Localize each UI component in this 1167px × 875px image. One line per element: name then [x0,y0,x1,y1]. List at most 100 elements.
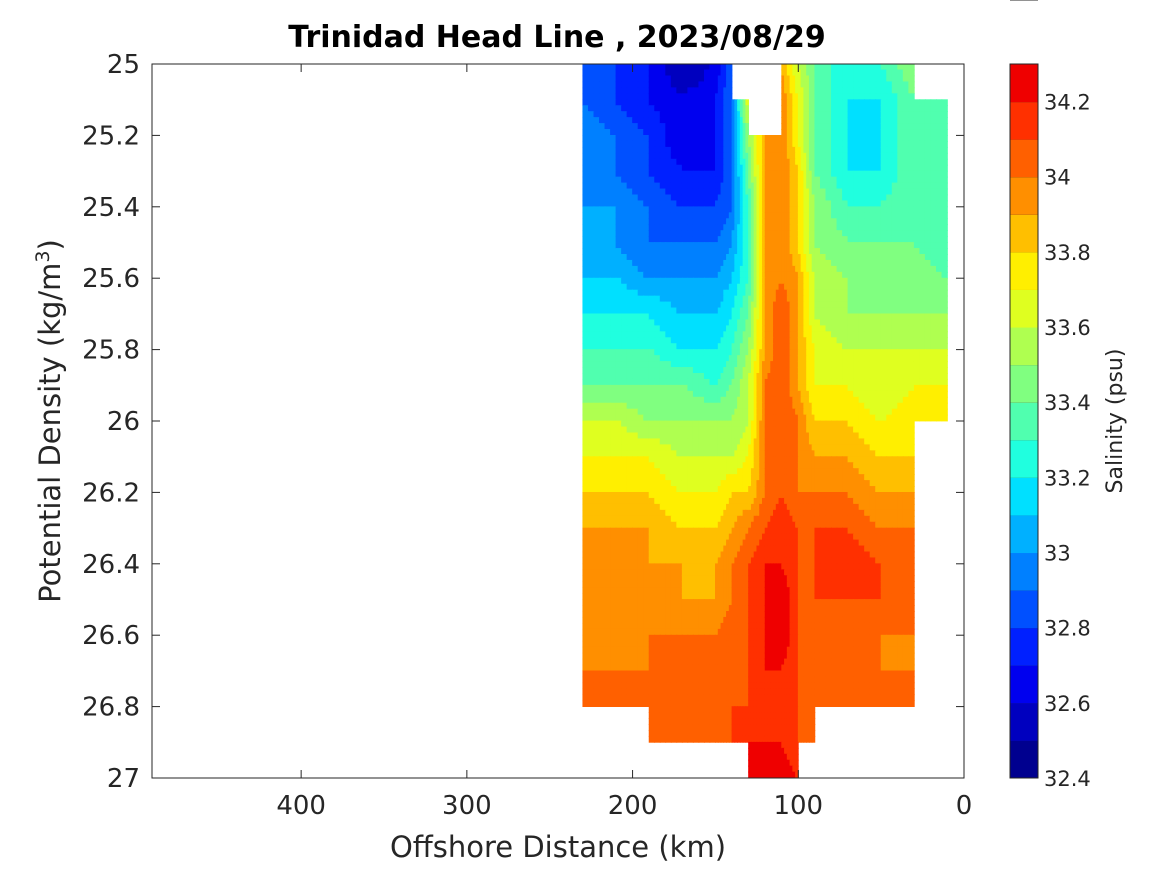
salinity-patch [814,224,821,231]
data-cell [814,63,849,101]
salinity-patch [715,337,719,345]
data-cell [880,170,915,208]
salinity-patch [643,325,650,333]
salinity-patch [593,420,600,428]
salinity-patch [808,182,813,190]
salinity-patch [756,254,761,261]
salinity-patch [784,265,788,273]
salinity-patch [764,283,769,291]
salinity-patch [604,319,611,327]
salinity-patch [789,188,794,196]
salinity-patch [626,337,633,345]
salinity-patch [709,373,716,380]
salinity-patch [880,343,888,350]
salinity-patch [604,81,611,89]
salinity-patch [599,218,606,226]
salinity-patch [891,325,899,333]
salinity-patch [908,152,915,160]
salinity-patch [781,283,785,291]
salinity-patch [767,242,772,249]
salinity-patch [819,367,827,374]
salinity-patch [789,75,794,83]
salinity-patch [891,236,899,243]
salinity-patch [692,117,700,124]
salinity-patch [811,164,816,172]
data-cell [615,420,650,458]
salinity-patch [847,343,854,350]
salinity-patch [808,307,813,315]
salinity-patch [692,129,700,136]
salinity-patch [808,146,813,154]
salinity-patch [869,367,877,374]
salinity-patch [742,343,747,350]
salinity-patch [875,111,882,118]
salinity-patch [621,129,628,136]
salinity-patch [731,355,736,362]
salinity-patch [698,277,705,285]
salinity-patch [800,236,805,243]
salinity-patch [836,355,843,362]
data-cell [880,349,915,386]
salinity-patch [756,390,761,398]
salinity-patch [902,361,910,368]
salinity-patch [615,367,622,374]
salinity-patch [643,402,650,410]
salinity-patch [784,384,788,392]
salinity-patch [709,99,716,107]
salinity-patch [659,63,667,71]
salinity-patch [750,355,755,362]
salinity-patch [781,265,785,273]
salinity-patch [786,248,791,255]
salinity-patch [908,384,915,392]
salinity-patch [886,355,893,362]
salinity-patch [795,355,799,362]
salinity-patch [886,248,893,255]
salinity-patch [604,93,611,101]
salinity-patch [825,337,832,345]
salinity-patch [761,182,766,190]
salinity-patch [897,248,904,255]
salinity-patch [941,206,948,214]
salinity-patch [745,301,749,309]
salinity-patch [875,259,882,267]
salinity-patch [908,289,915,297]
salinity-patch [919,271,926,279]
salinity-patch [789,402,794,410]
salinity-patch [670,140,678,148]
salinity-patch [836,402,843,410]
salinity-patch [593,301,600,309]
salinity-patch [770,135,774,142]
salinity-patch [869,390,877,398]
salinity-patch [831,194,838,202]
salinity-patch [648,135,656,142]
salinity-patch [670,87,678,95]
salinity-patch [659,81,667,89]
salinity-patch [831,63,838,71]
salinity-patch [720,218,725,226]
salinity-patch [748,188,752,196]
salinity-patch [648,295,656,303]
salinity-patch [875,146,882,154]
salinity-patch [803,307,807,315]
salinity-patch [941,188,948,196]
salinity-patch [676,254,683,261]
salinity-patch [941,355,948,362]
salinity-patch [648,146,656,154]
salinity-patch [676,194,683,202]
salinity-patch [687,117,694,124]
salinity-patch [610,81,617,89]
salinity-patch [753,135,758,142]
salinity-patch [681,259,689,267]
salinity-patch [739,307,744,315]
salinity-patch [604,325,611,333]
salinity-patch [731,206,736,214]
salinity-patch [924,105,932,112]
salinity-patch [637,265,645,273]
salinity-patch [797,337,802,345]
salinity-patch [913,140,921,148]
data-cell [913,170,948,208]
salinity-patch [847,87,854,95]
salinity-patch [786,152,791,160]
salinity-patch [692,367,700,374]
salinity-patch [897,93,904,101]
